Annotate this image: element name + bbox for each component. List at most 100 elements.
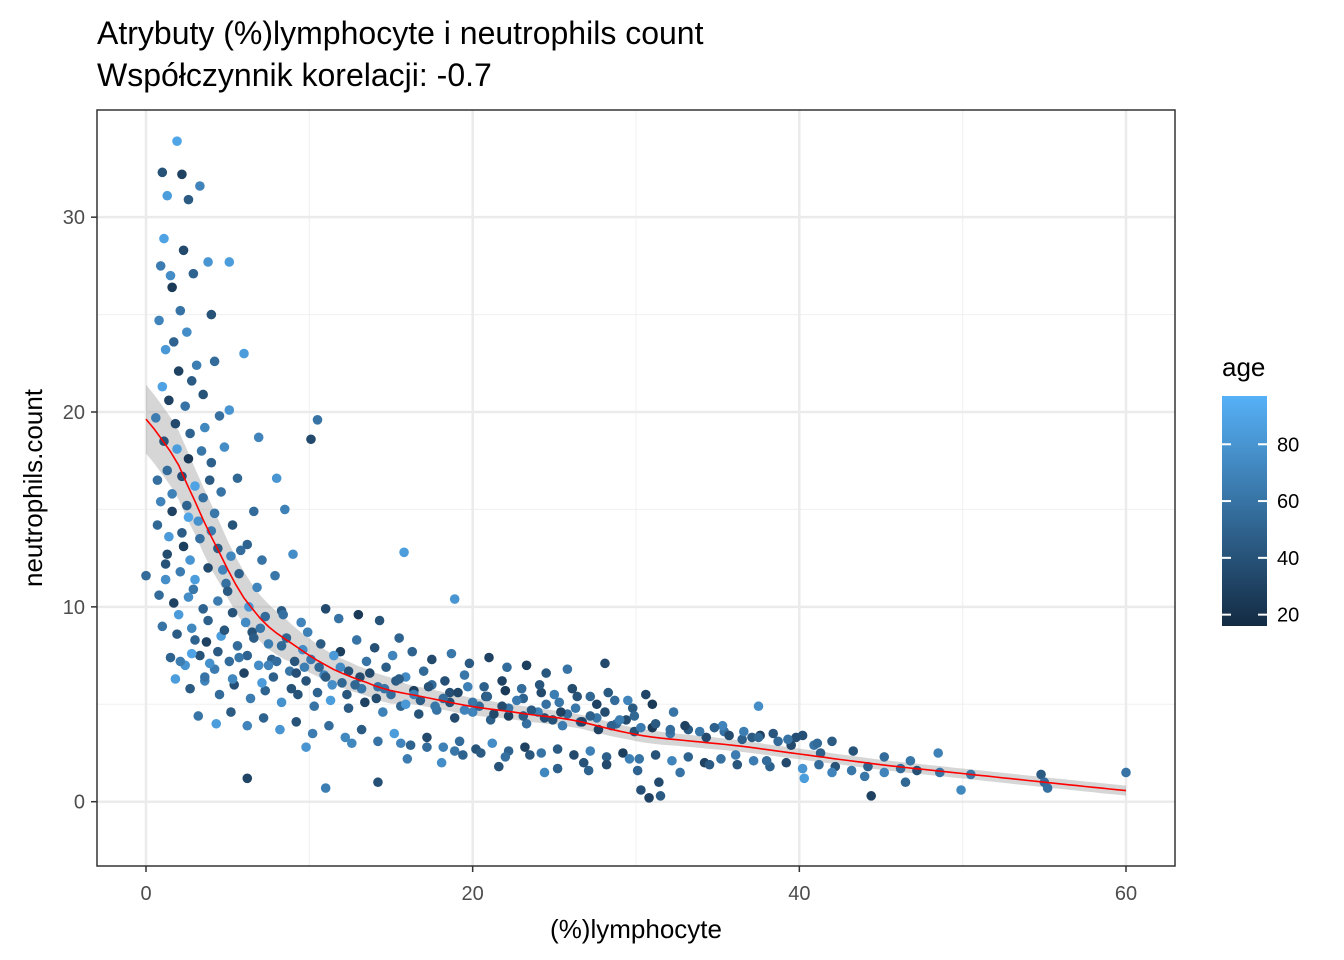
data-point bbox=[730, 750, 741, 760]
data-point bbox=[464, 658, 475, 669]
data-point bbox=[175, 566, 186, 577]
data-point bbox=[675, 767, 685, 778]
data-point bbox=[232, 641, 243, 651]
data-point bbox=[333, 613, 344, 624]
data-point bbox=[680, 720, 690, 731]
data-point bbox=[494, 761, 504, 772]
data-point bbox=[343, 666, 354, 676]
data-point bbox=[396, 738, 406, 749]
data-point bbox=[165, 270, 176, 281]
data-point bbox=[446, 648, 457, 659]
data-point bbox=[165, 652, 176, 663]
data-point bbox=[191, 360, 202, 371]
data-point bbox=[353, 609, 364, 620]
data-point bbox=[204, 475, 215, 486]
data-point bbox=[175, 305, 186, 316]
data-point bbox=[430, 701, 440, 712]
data-point bbox=[159, 233, 169, 244]
data-point bbox=[654, 777, 664, 788]
data-point bbox=[234, 652, 244, 663]
data-point bbox=[422, 742, 432, 752]
data-point bbox=[151, 413, 161, 423]
data-point bbox=[170, 674, 181, 684]
data-point bbox=[276, 697, 287, 708]
data-point bbox=[173, 609, 184, 620]
data-point bbox=[312, 415, 323, 425]
data-point bbox=[178, 541, 189, 552]
x-axis-label: (%)lymphocyte bbox=[550, 914, 722, 944]
data-point bbox=[521, 718, 532, 729]
data-point bbox=[299, 662, 310, 673]
data-point bbox=[219, 442, 230, 452]
data-point bbox=[373, 736, 383, 747]
data-point bbox=[912, 765, 922, 776]
data-point bbox=[242, 650, 253, 661]
data-point bbox=[449, 594, 460, 604]
data-point bbox=[253, 660, 264, 671]
data-point bbox=[195, 650, 205, 661]
data-point bbox=[240, 617, 251, 628]
data-point bbox=[935, 767, 945, 778]
data-point bbox=[748, 755, 759, 766]
data-point bbox=[278, 609, 289, 620]
data-point bbox=[364, 668, 375, 678]
data-point bbox=[234, 568, 244, 579]
data-point bbox=[592, 699, 602, 710]
data-point bbox=[209, 356, 220, 367]
data-point bbox=[536, 748, 547, 758]
data-point bbox=[405, 740, 416, 750]
data-point bbox=[183, 592, 194, 602]
data-point bbox=[154, 590, 164, 600]
data-point bbox=[222, 586, 233, 597]
data-point bbox=[500, 685, 511, 696]
data-point bbox=[258, 713, 269, 723]
data-point bbox=[157, 381, 168, 392]
legend-tick-label: 20 bbox=[1277, 605, 1299, 627]
data-point bbox=[175, 656, 186, 667]
data-point bbox=[180, 401, 190, 411]
data-point bbox=[263, 660, 274, 671]
data-point bbox=[249, 633, 259, 643]
data-point bbox=[449, 713, 460, 723]
data-point bbox=[502, 662, 512, 673]
data-point bbox=[356, 724, 367, 735]
data-point bbox=[306, 434, 316, 445]
data-point bbox=[539, 767, 550, 778]
data-point bbox=[253, 432, 264, 443]
data-point bbox=[827, 736, 837, 747]
data-point bbox=[797, 763, 808, 774]
y-tick-label: 20 bbox=[63, 402, 85, 424]
data-point bbox=[773, 736, 783, 747]
data-point bbox=[152, 475, 163, 486]
data-point bbox=[467, 697, 478, 708]
data-point bbox=[503, 711, 514, 721]
data-point bbox=[226, 551, 236, 561]
data-point bbox=[541, 699, 551, 710]
plot-panel-border bbox=[96, 109, 1176, 867]
data-point bbox=[732, 759, 743, 770]
data-point bbox=[217, 565, 228, 575]
data-point bbox=[585, 746, 596, 756]
points-layer bbox=[141, 136, 1131, 803]
data-point bbox=[193, 711, 204, 721]
data-point bbox=[224, 405, 235, 415]
data-point bbox=[905, 755, 916, 766]
data-point bbox=[327, 679, 338, 690]
data-point bbox=[459, 670, 470, 680]
data-point bbox=[846, 765, 857, 776]
data-point bbox=[585, 691, 596, 702]
data-point bbox=[467, 707, 478, 717]
data-point bbox=[814, 759, 824, 770]
x-tick-label: 0 bbox=[140, 883, 151, 905]
data-point bbox=[879, 752, 890, 762]
data-point bbox=[195, 181, 205, 191]
data-point bbox=[168, 337, 179, 347]
data-point bbox=[453, 687, 463, 698]
data-point bbox=[252, 582, 262, 593]
data-point bbox=[271, 473, 282, 484]
data-point bbox=[753, 701, 764, 712]
data-point bbox=[650, 718, 661, 729]
data-point bbox=[183, 453, 194, 464]
data-point bbox=[183, 512, 194, 523]
data-point bbox=[239, 668, 249, 678]
